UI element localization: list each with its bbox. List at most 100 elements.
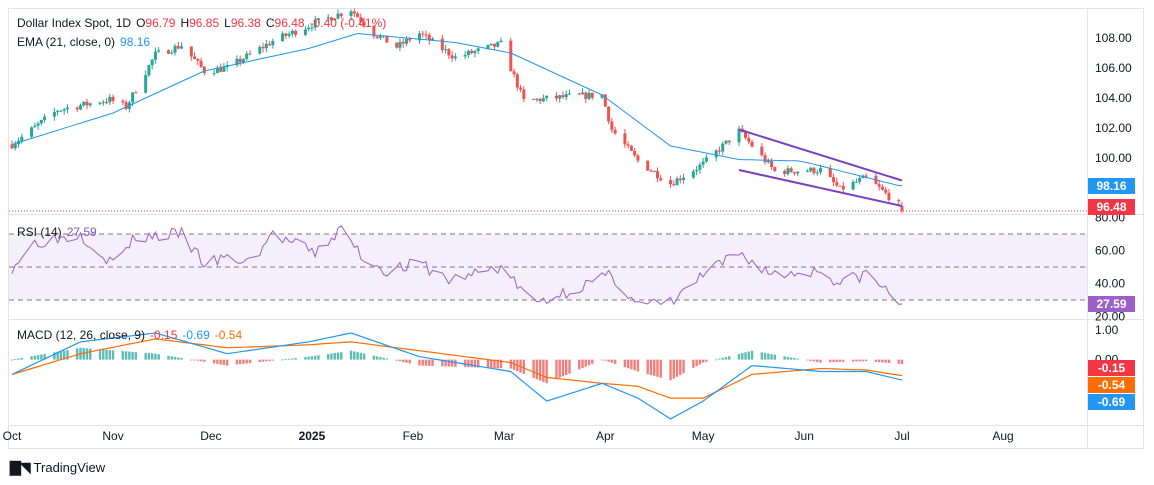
candle-down[interactable] <box>515 74 519 88</box>
candle-up[interactable] <box>545 95 549 99</box>
candle-down[interactable] <box>770 160 774 168</box>
candle-down[interactable] <box>678 178 682 181</box>
candle-up[interactable] <box>404 38 408 44</box>
candle-down[interactable] <box>835 182 839 186</box>
candle-up[interactable] <box>701 161 705 165</box>
candle-down[interactable] <box>248 53 252 55</box>
candle-up[interactable] <box>150 59 154 66</box>
candle-down[interactable] <box>763 155 767 163</box>
candle-down[interactable] <box>828 168 832 177</box>
candle-up[interactable] <box>453 56 457 59</box>
candle-up[interactable] <box>737 128 741 143</box>
candle-up[interactable] <box>258 47 262 54</box>
candle-up[interactable] <box>786 168 790 175</box>
candle-down[interactable] <box>189 46 193 57</box>
candle-down[interactable] <box>773 167 777 171</box>
candle-up[interactable] <box>851 181 855 190</box>
candle-down[interactable] <box>727 140 731 143</box>
candle-up[interactable] <box>290 30 294 34</box>
candle-down[interactable] <box>884 189 888 193</box>
candle-up[interactable] <box>39 120 43 124</box>
candle-up[interactable] <box>241 59 245 63</box>
candle-down[interactable] <box>633 150 637 156</box>
macd-line[interactable] <box>11 332 903 420</box>
candle-up[interactable] <box>486 45 490 49</box>
candle-down[interactable] <box>166 50 170 54</box>
rsi-line[interactable] <box>11 225 903 306</box>
candle-up[interactable] <box>13 144 17 149</box>
candle-up[interactable] <box>489 43 493 46</box>
candle-down[interactable] <box>538 98 542 102</box>
candle-up[interactable] <box>147 65 151 76</box>
candle-down[interactable] <box>512 71 516 75</box>
candle-down[interactable] <box>238 58 242 63</box>
candle-up[interactable] <box>724 140 728 144</box>
candle-up[interactable] <box>476 48 480 52</box>
candle-down[interactable] <box>561 95 565 98</box>
candle-down[interactable] <box>744 131 748 138</box>
candle-down[interactable] <box>864 175 868 177</box>
candle-up[interactable] <box>796 171 800 174</box>
ema-line[interactable] <box>11 32 902 187</box>
candle-up[interactable] <box>721 143 725 152</box>
candle-down[interactable] <box>841 185 845 190</box>
candle-down[interactable] <box>655 171 659 179</box>
candle-up[interactable] <box>222 67 226 72</box>
candle-down[interactable] <box>590 92 594 98</box>
candle-up[interactable] <box>271 41 275 46</box>
candle-up[interactable] <box>691 171 695 178</box>
candle-up[interactable] <box>33 125 37 128</box>
candle-down[interactable] <box>375 36 379 38</box>
macd-pane[interactable] <box>10 332 904 420</box>
candle-down[interactable] <box>789 168 793 173</box>
candle-down[interactable] <box>408 38 412 41</box>
candle-up[interactable] <box>704 157 708 162</box>
candle-down[interactable] <box>623 133 627 145</box>
candle-down[interactable] <box>659 178 663 181</box>
candle-down[interactable] <box>440 38 444 50</box>
candle-up[interactable] <box>398 41 402 48</box>
candle-up[interactable] <box>56 110 60 112</box>
candle-down[interactable] <box>339 13 343 16</box>
candle-down[interactable] <box>196 59 200 61</box>
candle-down[interactable] <box>747 137 751 142</box>
candle-up[interactable] <box>131 92 135 103</box>
price-pane[interactable] <box>10 8 904 214</box>
candle-up[interactable] <box>473 51 477 54</box>
candle-down[interactable] <box>783 170 787 175</box>
candle-down[interactable] <box>532 98 536 100</box>
candle-up[interactable] <box>496 41 500 47</box>
candle-up[interactable] <box>818 168 822 173</box>
tradingview-logo[interactable]: ▇◥ TradingView <box>10 459 105 476</box>
candle-down[interactable] <box>111 96 115 101</box>
candle-up[interactable] <box>144 75 148 93</box>
candle-down[interactable] <box>284 33 288 36</box>
candle-up[interactable] <box>815 172 819 174</box>
candle-up[interactable] <box>431 38 435 41</box>
candle-down[interactable] <box>329 17 333 21</box>
candle-up[interactable] <box>316 18 320 20</box>
candle-down[interactable] <box>219 67 223 72</box>
candle-up[interactable] <box>62 109 66 111</box>
candle-down[interactable] <box>669 180 673 185</box>
candle-up[interactable] <box>349 11 353 16</box>
candle-up[interactable] <box>466 50 470 56</box>
candle-down[interactable] <box>880 186 884 190</box>
candle-up[interactable] <box>264 43 268 49</box>
candle-up[interactable] <box>541 98 545 102</box>
candle-up[interactable] <box>98 103 102 105</box>
candle-down[interactable] <box>447 49 451 56</box>
candle-down[interactable] <box>610 121 614 130</box>
candle-up[interactable] <box>809 167 813 172</box>
candle-down[interactable] <box>261 47 265 49</box>
candle-down[interactable] <box>603 94 607 107</box>
candle-up[interactable] <box>212 73 216 75</box>
macd-signal-line[interactable] <box>11 338 903 399</box>
candle-down[interactable] <box>613 129 617 134</box>
candle-up[interactable] <box>88 103 92 106</box>
candle-up[interactable] <box>313 19 317 28</box>
candle-up[interactable] <box>587 92 591 99</box>
candle-down[interactable] <box>519 87 523 90</box>
candle-down[interactable] <box>792 172 796 174</box>
candle-up[interactable] <box>157 50 161 52</box>
